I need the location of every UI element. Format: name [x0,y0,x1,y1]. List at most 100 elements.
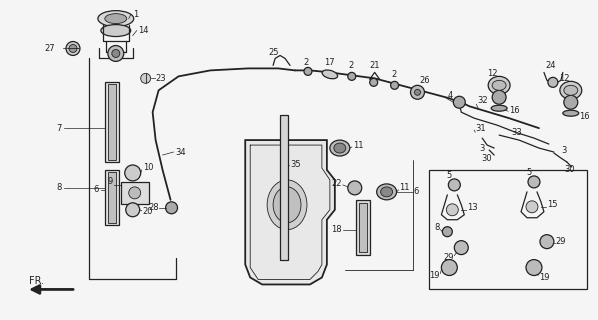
Text: 30: 30 [564,165,575,174]
Text: 6: 6 [93,185,98,194]
Text: 20: 20 [143,207,153,216]
Bar [359,203,367,252]
Bar [105,170,119,225]
Bar [121,182,149,204]
Text: 8: 8 [434,223,440,232]
Ellipse shape [560,81,582,99]
Text: 24: 24 [545,61,556,70]
Text: 35: 35 [290,160,301,170]
Text: 2: 2 [303,58,309,67]
Ellipse shape [563,110,579,116]
Bar [356,200,370,255]
Text: 33: 33 [511,128,522,137]
Circle shape [454,241,468,255]
Text: 11: 11 [399,183,410,192]
Text: 15: 15 [547,200,557,209]
Bar [108,84,116,160]
Circle shape [112,50,120,58]
Text: 34: 34 [176,148,186,156]
Circle shape [390,81,398,89]
Circle shape [126,203,140,217]
Circle shape [166,202,178,214]
Text: 29: 29 [444,253,454,262]
Circle shape [125,165,141,181]
Text: 18: 18 [331,225,342,234]
Text: 5: 5 [526,168,532,178]
Ellipse shape [330,140,350,156]
Text: 1: 1 [133,10,138,19]
Circle shape [66,42,80,55]
Text: 30: 30 [481,154,492,163]
Text: 8: 8 [56,183,62,192]
Text: 22: 22 [331,180,342,188]
Text: 6: 6 [413,188,419,196]
Circle shape [526,201,538,213]
Circle shape [414,89,420,95]
Text: 19: 19 [429,271,440,280]
Ellipse shape [564,85,578,95]
Circle shape [540,235,554,249]
Text: 16: 16 [579,112,590,121]
Circle shape [443,227,452,237]
Text: 16: 16 [509,106,520,115]
Circle shape [69,44,77,52]
Ellipse shape [381,187,393,197]
Text: 13: 13 [467,203,478,212]
Circle shape [564,95,578,109]
Text: 19: 19 [539,273,550,282]
Text: 26: 26 [419,76,430,85]
Ellipse shape [273,187,301,223]
Text: 2: 2 [348,61,353,70]
Circle shape [348,72,356,80]
Text: 28: 28 [148,203,158,212]
Text: 12: 12 [559,74,569,83]
Text: 4: 4 [447,91,453,100]
Circle shape [141,73,151,83]
Text: 10: 10 [143,164,153,172]
Ellipse shape [492,80,506,90]
Circle shape [129,187,141,199]
Bar [280,115,288,260]
Circle shape [410,85,425,99]
Text: 31: 31 [475,124,486,132]
Text: 12: 12 [487,69,498,78]
Ellipse shape [491,105,507,111]
Text: 14: 14 [138,26,148,35]
Text: 11: 11 [353,140,363,149]
Circle shape [108,45,124,61]
Circle shape [492,90,506,104]
Polygon shape [245,140,335,284]
Text: 17: 17 [325,58,335,67]
Text: 9: 9 [108,177,113,187]
Ellipse shape [334,143,346,153]
Circle shape [370,78,378,86]
Text: 2: 2 [391,70,396,79]
Ellipse shape [488,76,510,94]
Ellipse shape [101,25,131,36]
Text: 25: 25 [268,48,279,57]
Ellipse shape [377,184,396,200]
Text: 29: 29 [556,237,566,246]
Text: 5: 5 [447,172,452,180]
Ellipse shape [98,11,134,27]
Text: 7: 7 [56,124,62,132]
Text: 3: 3 [561,146,566,155]
Circle shape [548,77,558,87]
Circle shape [528,176,540,188]
Text: 27: 27 [44,44,55,53]
Circle shape [526,260,542,276]
Text: 3: 3 [479,144,484,153]
Ellipse shape [105,14,127,24]
Text: 23: 23 [155,74,166,83]
Circle shape [441,260,457,276]
Circle shape [453,96,465,108]
Ellipse shape [322,70,338,79]
Bar [108,172,116,223]
Text: FR.: FR. [29,276,44,286]
Text: 21: 21 [370,61,380,70]
Ellipse shape [267,180,307,230]
Circle shape [348,181,362,195]
Bar [429,170,587,289]
Circle shape [448,179,460,191]
Circle shape [304,68,312,76]
